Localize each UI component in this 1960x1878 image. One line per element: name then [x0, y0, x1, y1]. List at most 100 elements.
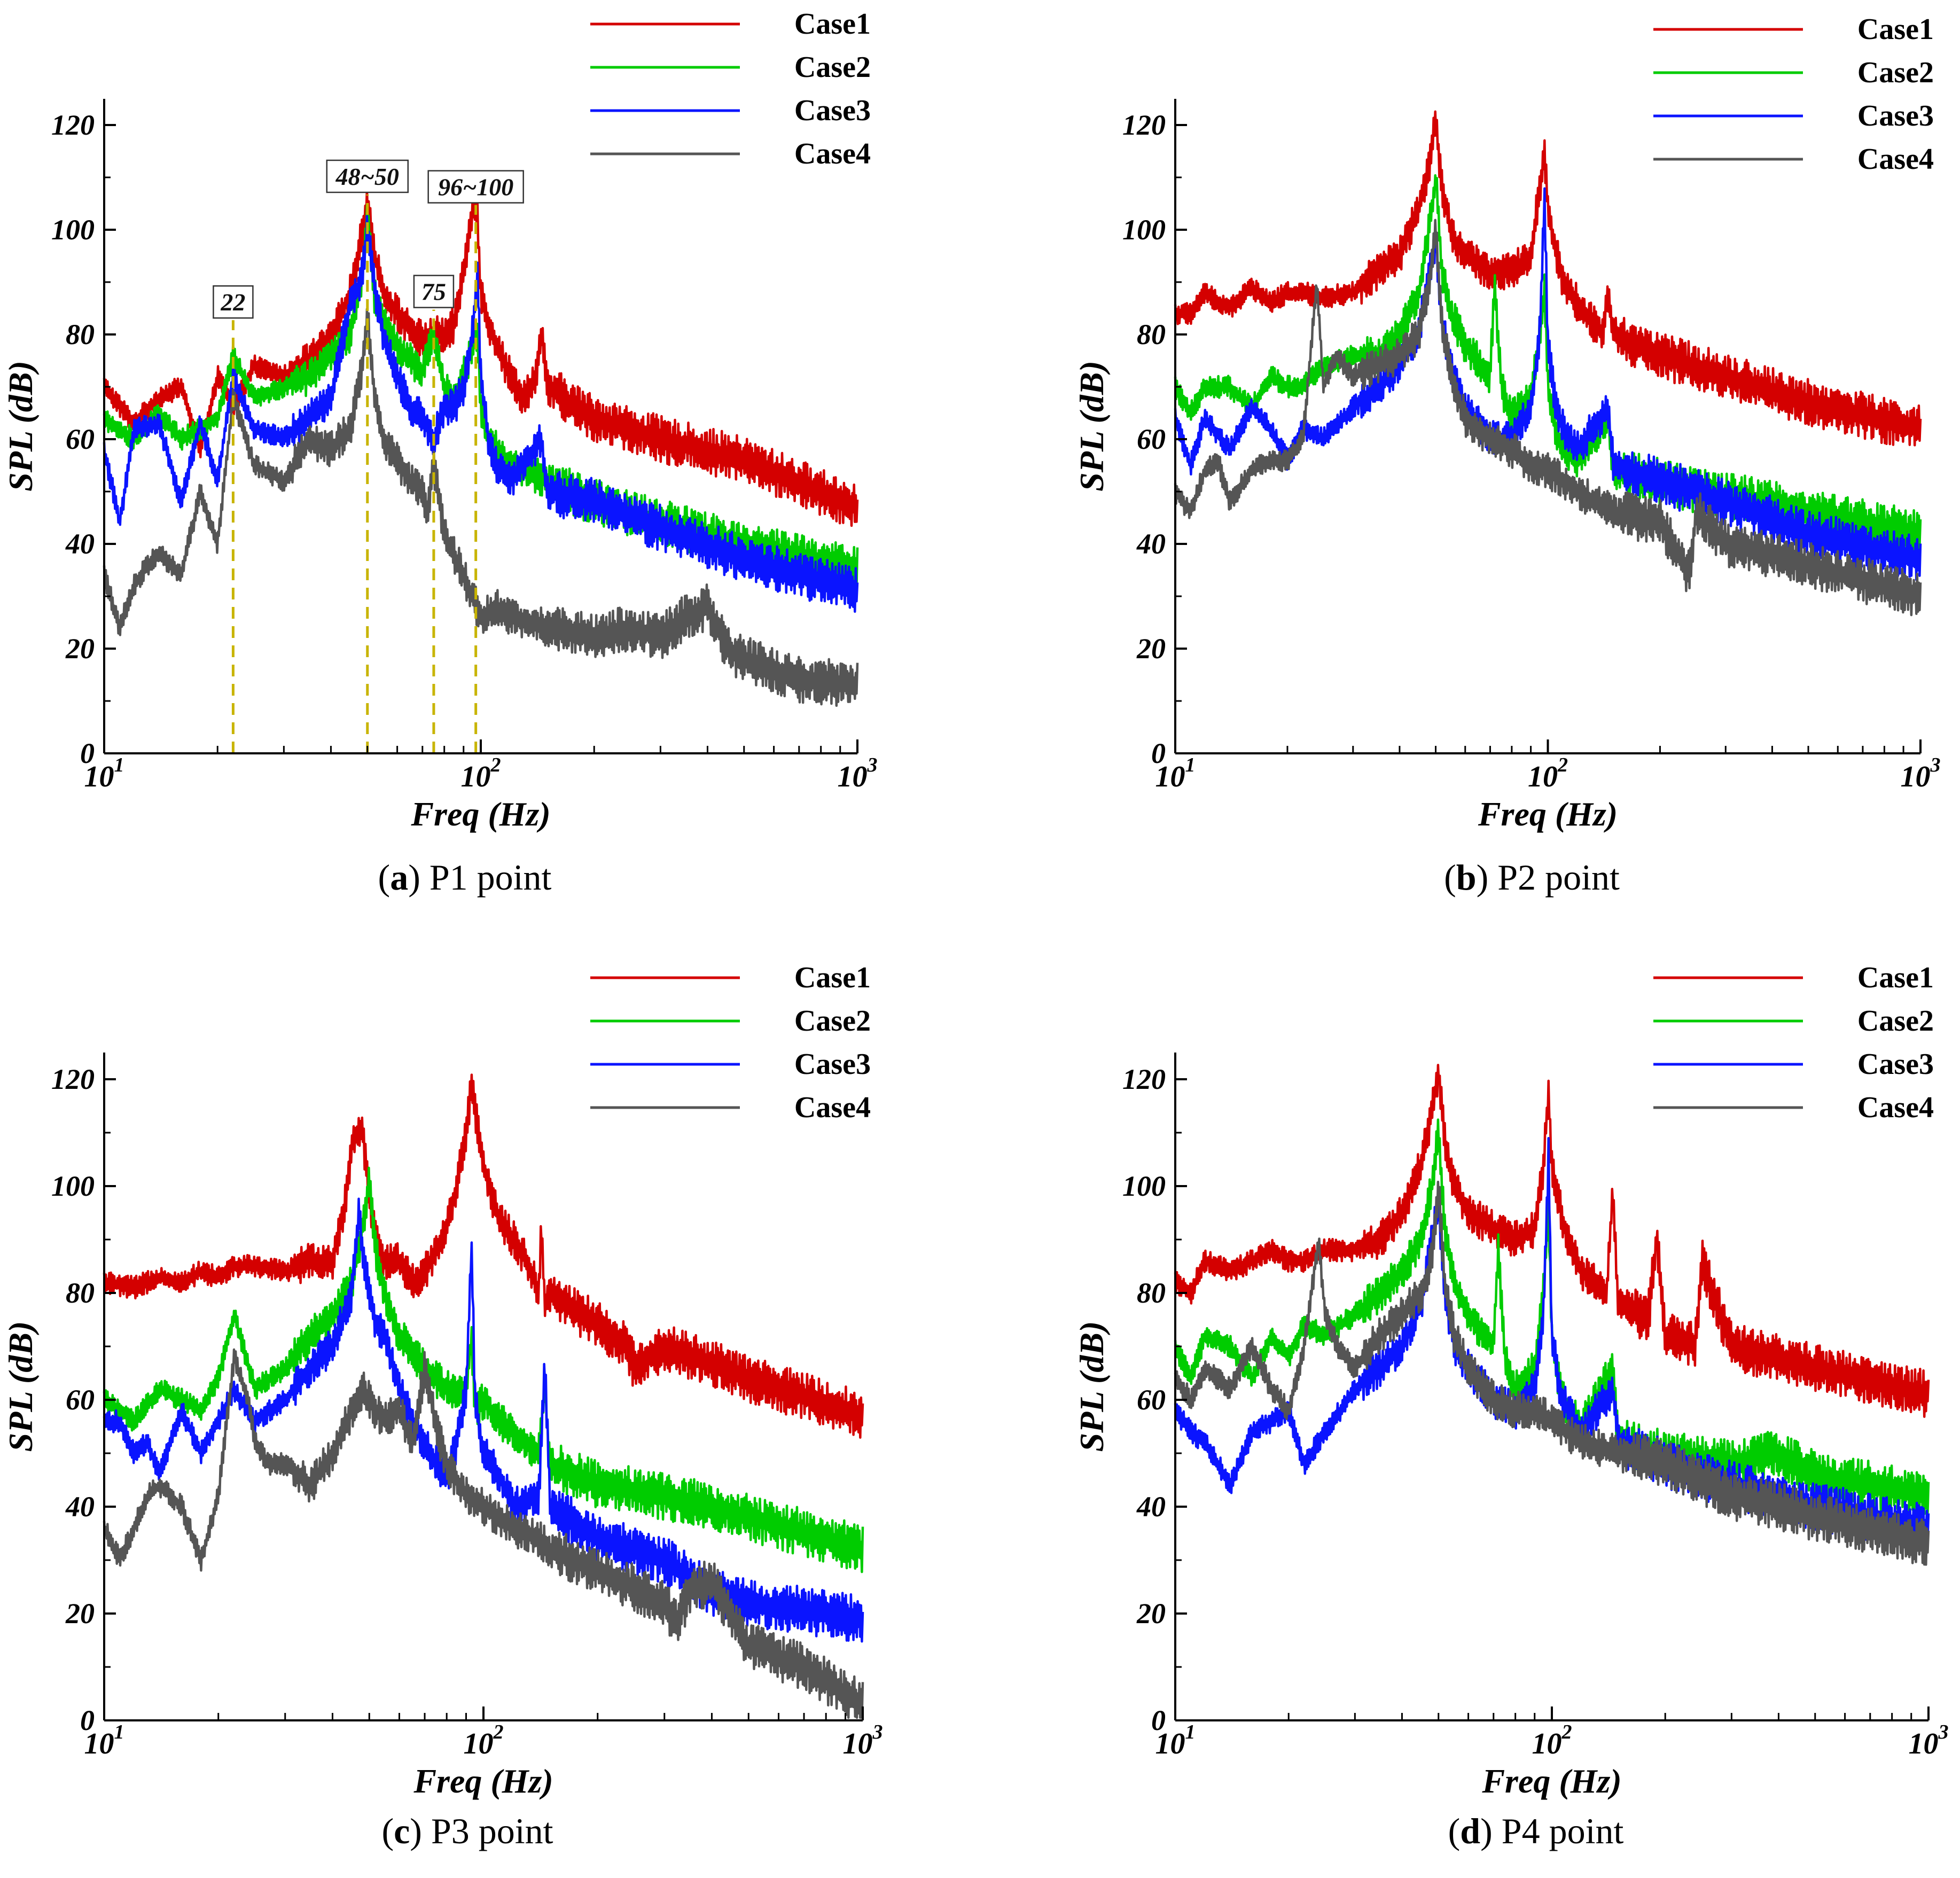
legend-label-case2: Case2 [1857, 1004, 1934, 1038]
series-line-case4 [1174, 219, 1922, 617]
series-line-case2 [1174, 174, 1922, 557]
y-tick-label: 40 [65, 1491, 95, 1523]
x-axis-title: Freq (Hz) [410, 795, 550, 833]
legend-label-case4: Case4 [1857, 1091, 1934, 1124]
y-axis-title: SPL (dB) [2, 1321, 40, 1452]
legend-label-case1: Case1 [1857, 13, 1934, 46]
caption-text: P4 point [1493, 1811, 1624, 1851]
legend-label-case2: Case2 [1857, 56, 1934, 89]
y-tick-label: 40 [65, 528, 95, 560]
series-line-case1 [103, 1073, 864, 1439]
legend-label-case4: Case4 [1857, 143, 1934, 176]
y-tick-label: 20 [65, 633, 95, 665]
x-tick-label: 101 [1155, 1721, 1196, 1760]
series-line-case3 [1174, 187, 1922, 581]
x-tick-label: 101 [1155, 754, 1196, 793]
y-axis-title: SPL (dB) [2, 361, 40, 492]
y-tick-label: 60 [1137, 423, 1166, 455]
x-tick-label: 101 [84, 754, 124, 793]
y-axis-title: SPL (dB) [1073, 361, 1111, 492]
y-tick-label: 0 [80, 737, 95, 769]
x-axis-title: Freq (Hz) [1478, 795, 1618, 833]
marker-label-box [427, 170, 524, 204]
x-tick-label: 103 [843, 1721, 883, 1760]
x-axis-title: Freq (Hz) [413, 1762, 553, 1800]
y-tick-label: 60 [66, 423, 95, 455]
marker-label: 75 [421, 278, 446, 306]
series-line-case1 [1174, 1064, 1930, 1418]
series-line-case2 [103, 1166, 864, 1573]
legend-label-case3: Case3 [794, 1048, 871, 1081]
series-line-case4 [1174, 1180, 1930, 1566]
legend-label-case4: Case4 [794, 1091, 871, 1124]
legend-label-case3: Case3 [1857, 99, 1934, 133]
y-tick-label: 40 [1136, 1491, 1166, 1523]
y-tick-label: 100 [1122, 1170, 1166, 1202]
y-tick-label: 120 [1122, 109, 1166, 141]
panel-caption: (a) P1 point [378, 857, 552, 898]
marker-label: 22 [220, 289, 245, 316]
y-tick-label: 80 [66, 1277, 95, 1309]
marker-label-box [326, 159, 409, 193]
legend-label-case1: Case1 [794, 961, 871, 994]
panel-caption: (c) P3 point [381, 1811, 553, 1851]
y-tick-label: 0 [80, 1704, 95, 1736]
y-tick-label: 80 [66, 318, 95, 350]
x-axis-title: Freq (Hz) [1481, 1762, 1621, 1800]
x-tick-label: 102 [464, 1721, 504, 1760]
x-tick-label: 102 [1532, 1721, 1572, 1760]
legend-label-case3: Case3 [1857, 1048, 1934, 1081]
y-tick-label: 120 [1122, 1063, 1166, 1095]
legend-label-case2: Case2 [794, 1004, 871, 1038]
y-axis-title: SPL (dB) [1073, 1321, 1111, 1452]
caption-letter: d [1460, 1811, 1480, 1851]
y-tick-label: 100 [51, 214, 95, 246]
panel-a: 22 48~50 75 96~100 0 20 40 60 80 100 120 101 102 103 F… [2, 7, 878, 898]
marker-label-box [213, 285, 254, 319]
caption-letter: b [1456, 857, 1477, 898]
caption-text: P2 point [1488, 857, 1620, 898]
legend-label-case2: Case2 [794, 51, 871, 84]
marker-label-box [413, 275, 455, 308]
x-tick-label: 102 [461, 754, 501, 793]
legend-label-case4: Case4 [794, 137, 871, 170]
panel-caption: (d) P4 point [1448, 1811, 1624, 1851]
series-line-case4 [103, 308, 859, 707]
caption-text: P1 point [420, 857, 552, 898]
y-tick-label: 20 [1136, 1598, 1166, 1630]
x-tick-label: 102 [1528, 754, 1568, 793]
legend-label-case3: Case3 [794, 94, 871, 127]
panel-c: 0 20 40 60 80 100 120 101 102 103 Freq (Hz) SPL (dB… [2, 961, 883, 1851]
x-tick-label: 101 [84, 1721, 124, 1760]
x-tick-label: 103 [1901, 754, 1941, 793]
x-tick-label: 103 [1909, 1721, 1949, 1760]
y-tick-label: 80 [1137, 1277, 1166, 1309]
legend-label-case1: Case1 [794, 7, 871, 41]
panel-b: 0 20 40 60 80 100 120 101 102 103 Freq (Hz) SPL (dB… [1073, 13, 1941, 898]
y-tick-label: 80 [1137, 318, 1166, 350]
y-tick-label: 40 [1136, 528, 1166, 560]
caption-letter: c [394, 1811, 410, 1851]
y-tick-label: 20 [1136, 633, 1166, 665]
panel-d: 0 20 40 60 80 100 120 101 102 103 Freq (Hz) SPL (dB… [1073, 961, 1949, 1851]
y-tick-label: 0 [1151, 1704, 1166, 1736]
marker-label: 96~100 [438, 174, 513, 201]
caption-text: P3 point [422, 1811, 553, 1851]
y-tick-label: 100 [1122, 214, 1166, 246]
series-line-case2 [103, 204, 859, 591]
series-line-case4 [103, 1348, 864, 1719]
series-line-case1 [1174, 110, 1922, 447]
y-tick-label: 100 [51, 1170, 95, 1202]
x-tick-label: 103 [838, 754, 878, 793]
y-tick-label: 0 [1151, 737, 1166, 769]
series-line-case3 [103, 215, 859, 613]
series-line-case3 [1174, 1136, 1930, 1549]
y-tick-label: 60 [66, 1384, 95, 1416]
marker-label: 48~50 [335, 163, 399, 190]
legend-label-case1: Case1 [1857, 961, 1934, 994]
y-tick-label: 120 [51, 1063, 95, 1095]
y-tick-label: 60 [1137, 1384, 1166, 1416]
panel-caption: (b) P2 point [1444, 857, 1620, 898]
y-tick-label: 120 [51, 109, 95, 141]
